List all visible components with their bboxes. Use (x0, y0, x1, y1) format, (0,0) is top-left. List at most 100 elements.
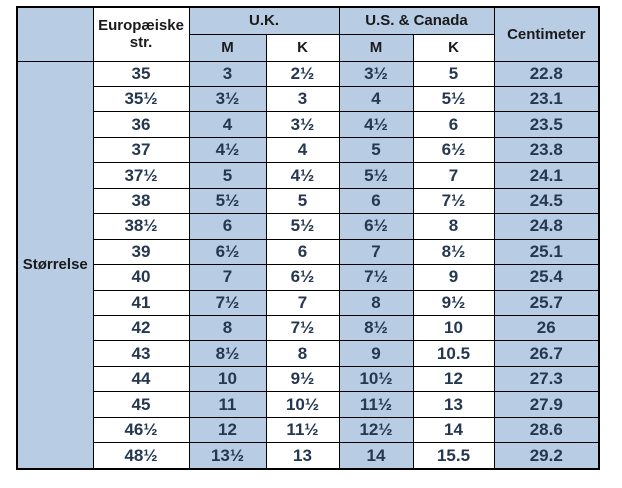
us-m-cell: 9 (338, 340, 414, 367)
cm-cell: 23.5 (493, 111, 600, 138)
us-k-cell: 10.5 (412, 340, 495, 367)
uk-m-cell: 5½ (188, 187, 267, 215)
table-row: 43 8½ 8 9 10.5 26.7 (17, 340, 600, 367)
table-body: Størrelse 35 3 2½ 3½ 5 22.8 35½ 3½ 3 4 5½ 23.1 36 4 3½ 4… (16, 60, 600, 470)
cm-cell: 25.4 (493, 264, 600, 291)
table-row: 41 7½ 7 8 9½ 25.7 (17, 289, 600, 317)
eu-size-cell: 42 (92, 315, 190, 342)
header-row-groups: Europæiske str. U.K. U.S. & Canada Centi… (16, 6, 600, 62)
cm-cell: 23.8 (493, 136, 600, 164)
column-group-us-canada: U.S. & Canada (338, 6, 495, 35)
table-row: 35½ 3½ 3 4 5½ 23.1 (17, 85, 600, 113)
cm-cell: 24.5 (493, 187, 600, 215)
us-k-cell: 5½ (412, 85, 495, 113)
us-k-cell: 9½ (412, 289, 495, 317)
uk-k-cell: 9½ (265, 365, 340, 393)
eu-size-cell: 39 (92, 238, 190, 266)
us-m-cell: 4½ (338, 111, 414, 138)
us-m-cell: 11½ (338, 391, 414, 418)
eu-size-cell: 37½ (92, 162, 190, 189)
uk-m-cell: 8½ (188, 340, 267, 367)
uk-k-cell: 6½ (265, 264, 340, 291)
table-row: 38 5½ 5 6 7½ 24.5 (17, 187, 600, 215)
table-row: Størrelse 35 3 2½ 3½ 5 22.8 (16, 60, 600, 470)
us-k-cell: 8 (412, 213, 495, 240)
us-m-cell: 5 (338, 136, 414, 164)
uk-m-cell: 7½ (188, 289, 267, 317)
us-k-cell: 7 (412, 162, 495, 189)
uk-k-cell: 13 (265, 442, 340, 470)
us-k-cell: 12 (412, 365, 495, 393)
column-header-european: Europæiske str. (92, 6, 190, 62)
table-row: 46½ 12 11½ 12½ 14 28.6 (17, 416, 600, 444)
us-k-cell: 9 (412, 264, 495, 291)
row-group-label-storrelse: Størrelse (16, 60, 94, 470)
uk-m-cell: 4½ (188, 136, 267, 164)
uk-k-cell: 3½ (265, 111, 340, 138)
uk-m-cell: 11 (188, 391, 267, 418)
cm-cell: 27.3 (493, 365, 600, 393)
us-m-cell: 7½ (338, 264, 414, 291)
uk-k-cell: 7½ (265, 315, 340, 342)
table-row: 48½ 13½ 13 14 15.5 29.2 (17, 442, 600, 470)
us-m-cell: 4 (338, 85, 414, 113)
uk-k-cell: 3 (265, 85, 340, 113)
eu-size-cell: 38½ (92, 213, 190, 240)
eu-size-cell: 35½ (92, 85, 190, 113)
us-m-cell: 8½ (338, 315, 414, 342)
table-header: Europæiske str. U.K. U.S. & Canada Centi… (16, 6, 600, 62)
uk-m-cell: 13½ (188, 442, 267, 470)
uk-m-cell: 3½ (188, 85, 267, 113)
table-row: 40 7 6½ 7½ 9 25.4 (17, 264, 600, 291)
uk-k-cell: 7 (265, 289, 340, 317)
uk-k-cell: 5½ (265, 213, 340, 240)
uk-m-cell: 8 (188, 315, 267, 342)
us-k-cell: 10 (412, 315, 495, 342)
uk-k-cell: 10½ (265, 391, 340, 418)
uk-k-cell: 5 (265, 187, 340, 215)
us-m-cell: 3½ (338, 60, 414, 87)
uk-k-cell: 11½ (265, 416, 340, 444)
eu-size-cell: 44 (92, 365, 190, 393)
shoe-size-conversion-table: Europæiske str. U.K. U.S. & Canada Centi… (16, 6, 600, 470)
cm-cell: 28.6 (493, 416, 600, 444)
uk-k-cell: 2½ (265, 60, 340, 87)
uk-m-cell: 6 (188, 213, 267, 240)
eu-size-cell: 38 (92, 187, 190, 215)
us-k-cell: 5 (412, 60, 495, 87)
column-header-centimeter: Centimeter (493, 6, 600, 62)
cm-cell: 26.7 (493, 340, 600, 367)
uk-k-cell: 8 (265, 340, 340, 367)
uk-m-cell: 10 (188, 365, 267, 393)
subheader-uk-m: M (188, 33, 267, 62)
cm-cell: 22.8 (493, 60, 600, 87)
cm-cell: 26 (493, 315, 600, 342)
uk-m-cell: 7 (188, 264, 267, 291)
us-k-cell: 15.5 (412, 442, 495, 470)
eu-size-cell: 45 (92, 391, 190, 418)
uk-m-cell: 4 (188, 111, 267, 138)
table-row: 45 11 10½ 11½ 13 27.9 (17, 391, 600, 418)
us-k-cell: 14 (412, 416, 495, 444)
us-k-cell: 6½ (412, 136, 495, 164)
uk-k-cell: 6 (265, 238, 340, 266)
subheader-us-k: K (412, 33, 495, 62)
cm-cell: 29.2 (493, 442, 600, 470)
table-row: 38½ 6 5½ 6½ 8 24.8 (17, 213, 600, 240)
us-k-cell: 8½ (412, 238, 495, 266)
cm-cell: 23.1 (493, 85, 600, 113)
us-m-cell: 8 (338, 289, 414, 317)
corner-cell (16, 6, 94, 62)
eu-size-cell: 36 (92, 111, 190, 138)
column-group-uk: U.K. (188, 6, 340, 35)
cm-cell: 24.8 (493, 213, 600, 240)
table-row: 44 10 9½ 10½ 12 27.3 (17, 365, 600, 393)
us-m-cell: 5½ (338, 162, 414, 189)
cm-cell: 24.1 (493, 162, 600, 189)
eu-size-cell: 46½ (92, 416, 190, 444)
eu-size-cell: 43 (92, 340, 190, 367)
eu-size-cell: 40 (92, 264, 190, 291)
table-row: 37 4½ 4 5 6½ 23.8 (17, 136, 600, 164)
uk-k-cell: 4½ (265, 162, 340, 189)
table-row: 36 4 3½ 4½ 6 23.5 (17, 111, 600, 138)
